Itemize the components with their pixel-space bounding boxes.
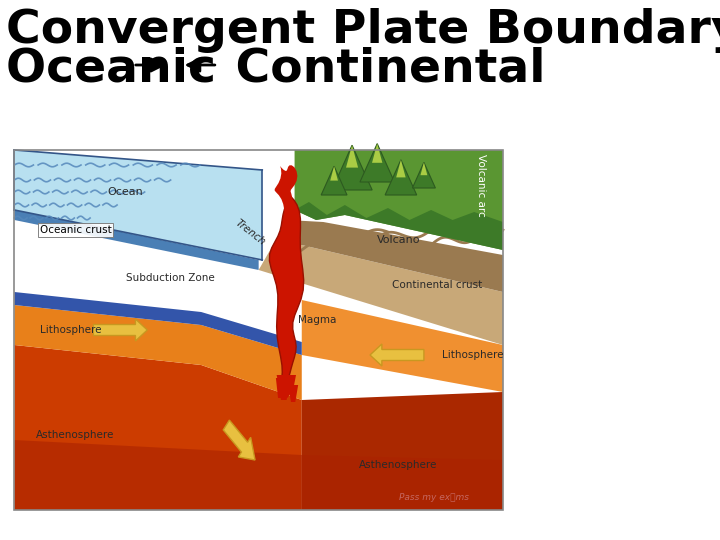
Polygon shape <box>321 166 347 195</box>
Polygon shape <box>258 245 503 345</box>
Text: Lithosphere: Lithosphere <box>442 350 503 360</box>
Text: Convergent Plate Boundary:: Convergent Plate Boundary: <box>6 8 720 53</box>
Polygon shape <box>294 202 503 250</box>
Polygon shape <box>330 166 338 180</box>
Bar <box>14 150 503 510</box>
Text: Ocean: Ocean <box>108 187 143 197</box>
Text: Volcanic arc: Volcanic arc <box>477 153 487 217</box>
Polygon shape <box>346 145 358 167</box>
Polygon shape <box>275 165 297 215</box>
Polygon shape <box>94 319 148 341</box>
Polygon shape <box>420 163 428 175</box>
Polygon shape <box>276 375 296 398</box>
Text: Pass my exⓐms: Pass my exⓐms <box>399 494 469 503</box>
Polygon shape <box>413 163 436 188</box>
Polygon shape <box>332 145 372 190</box>
Polygon shape <box>14 345 302 510</box>
Polygon shape <box>372 144 382 163</box>
Polygon shape <box>276 378 284 398</box>
Polygon shape <box>269 196 304 384</box>
Text: Volcano: Volcano <box>377 235 420 245</box>
Text: Oceanic crust: Oceanic crust <box>40 225 112 235</box>
Text: Asthenosphere: Asthenosphere <box>36 430 114 440</box>
Polygon shape <box>288 385 298 402</box>
Polygon shape <box>302 300 503 392</box>
Polygon shape <box>385 160 417 195</box>
Text: Magma: Magma <box>298 315 336 325</box>
Text: Continental: Continental <box>219 46 546 91</box>
Polygon shape <box>273 220 503 292</box>
Text: Oceanic: Oceanic <box>6 46 248 91</box>
Polygon shape <box>278 380 289 400</box>
Polygon shape <box>14 305 302 400</box>
Polygon shape <box>14 292 302 355</box>
Text: Lithosphere: Lithosphere <box>40 325 101 335</box>
Polygon shape <box>396 160 405 178</box>
Polygon shape <box>223 420 255 460</box>
Polygon shape <box>294 150 503 250</box>
Polygon shape <box>14 210 258 270</box>
Text: Subduction Zone: Subduction Zone <box>126 273 215 283</box>
Text: Continental crust: Continental crust <box>392 280 482 290</box>
Polygon shape <box>302 392 503 510</box>
Text: Asthenosphere: Asthenosphere <box>359 460 438 470</box>
Polygon shape <box>14 440 503 510</box>
Text: Trench: Trench <box>233 217 267 247</box>
Polygon shape <box>14 150 262 260</box>
Polygon shape <box>370 344 424 366</box>
Polygon shape <box>360 144 395 182</box>
